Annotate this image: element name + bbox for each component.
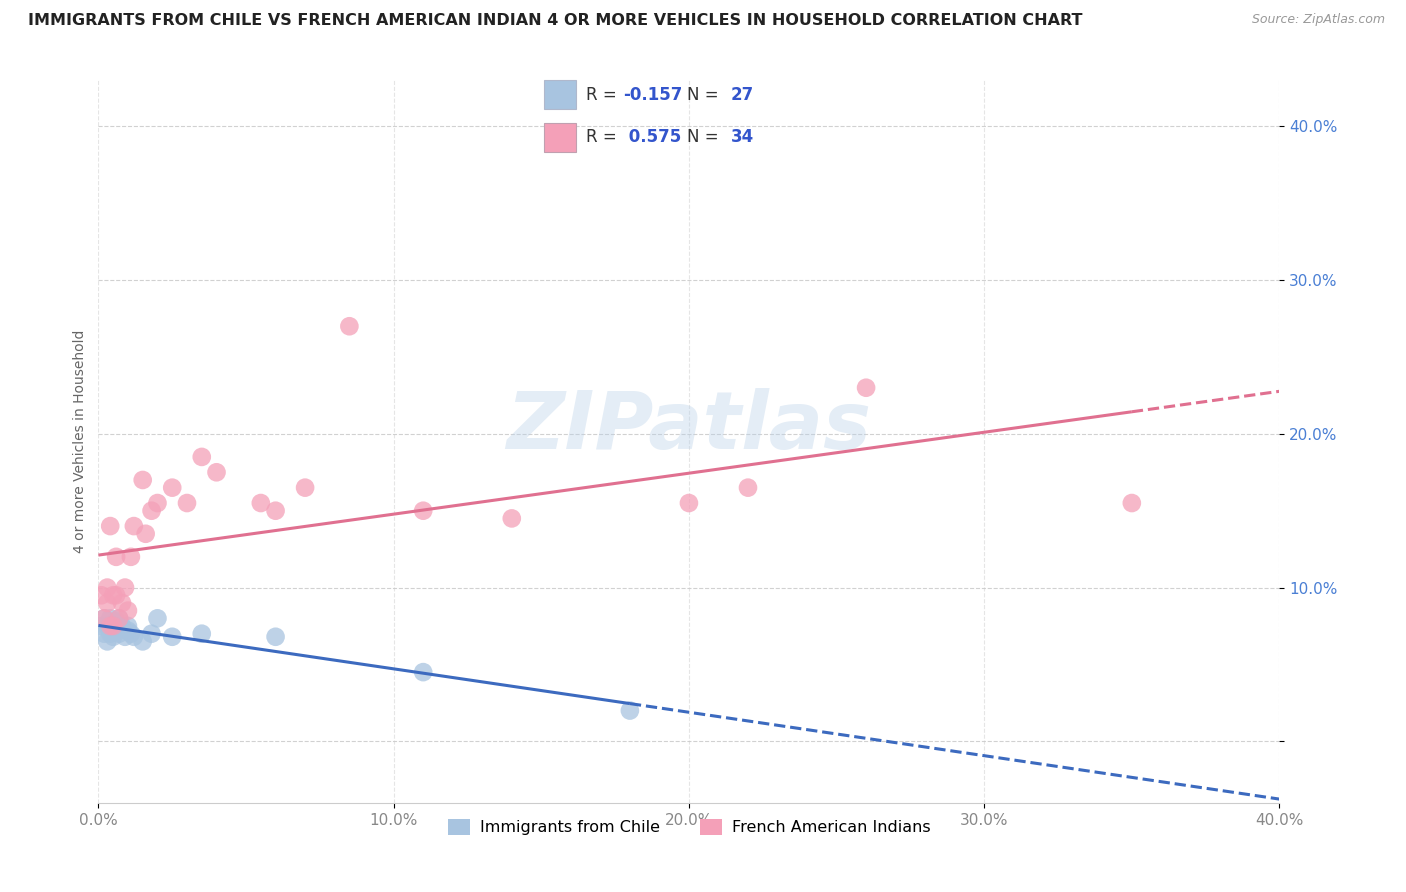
Point [108, 611, 131, 625]
Text: 27: 27 [731, 86, 755, 103]
Point [132, 473, 155, 487]
Point [264, 630, 287, 644]
Point [619, 704, 641, 718]
Point [105, 624, 128, 638]
Point [105, 549, 128, 564]
Point [105, 588, 128, 602]
Point [98, 519, 121, 533]
Text: 34: 34 [731, 128, 755, 146]
Point [98, 619, 121, 633]
Point [737, 481, 759, 495]
Point [855, 381, 877, 395]
Legend: Immigrants from Chile, French American Indians: Immigrants from Chile, French American I… [441, 813, 936, 842]
Point [122, 519, 145, 533]
Point [146, 611, 169, 625]
Point [176, 496, 198, 510]
Point [96, 596, 118, 610]
Point [108, 626, 131, 640]
Point [96, 619, 118, 633]
Point [103, 619, 125, 633]
Point [93, 626, 115, 640]
FancyBboxPatch shape [544, 123, 576, 152]
Point [678, 496, 700, 510]
Point [141, 504, 163, 518]
Point [135, 526, 157, 541]
Point [114, 581, 136, 595]
Text: N =: N = [686, 128, 724, 146]
Point [98, 626, 121, 640]
Point [1121, 496, 1143, 510]
Point [162, 481, 183, 495]
Point [117, 604, 139, 618]
Point [162, 630, 183, 644]
Point [339, 319, 361, 334]
Point [412, 665, 434, 680]
Point [191, 626, 214, 640]
Point [96, 581, 118, 595]
Point [250, 496, 273, 510]
Point [117, 619, 139, 633]
Point [122, 630, 145, 644]
Point [90, 588, 112, 602]
Point [294, 481, 316, 495]
Point [111, 596, 134, 610]
Point [120, 626, 142, 640]
Point [120, 549, 142, 564]
Point [412, 504, 434, 518]
Point [90, 619, 112, 633]
Point [103, 619, 125, 633]
Point [132, 634, 155, 648]
Point [108, 611, 131, 625]
Text: -0.157: -0.157 [623, 86, 682, 103]
Point [141, 626, 163, 640]
Point [103, 588, 125, 602]
Text: N =: N = [686, 86, 724, 103]
Point [111, 619, 134, 633]
Point [205, 465, 228, 479]
FancyBboxPatch shape [544, 80, 576, 109]
Point [105, 615, 128, 629]
Text: Source: ZipAtlas.com: Source: ZipAtlas.com [1251, 13, 1385, 27]
Point [264, 504, 287, 518]
Text: IMMIGRANTS FROM CHILE VS FRENCH AMERICAN INDIAN 4 OR MORE VEHICLES IN HOUSEHOLD : IMMIGRANTS FROM CHILE VS FRENCH AMERICAN… [28, 13, 1083, 29]
Point [96, 634, 118, 648]
Point [93, 611, 115, 625]
Point [501, 511, 523, 525]
Point [98, 611, 121, 625]
Point [191, 450, 214, 464]
Point [114, 630, 136, 644]
Point [93, 611, 115, 625]
Text: 0.575: 0.575 [623, 128, 681, 146]
Text: ZIPatlas: ZIPatlas [506, 388, 872, 467]
Point [117, 624, 139, 638]
Point [103, 630, 125, 644]
Text: R =: R = [586, 86, 621, 103]
Y-axis label: 4 or more Vehicles in Household: 4 or more Vehicles in Household [73, 330, 87, 553]
Point [146, 496, 169, 510]
Text: R =: R = [586, 128, 621, 146]
